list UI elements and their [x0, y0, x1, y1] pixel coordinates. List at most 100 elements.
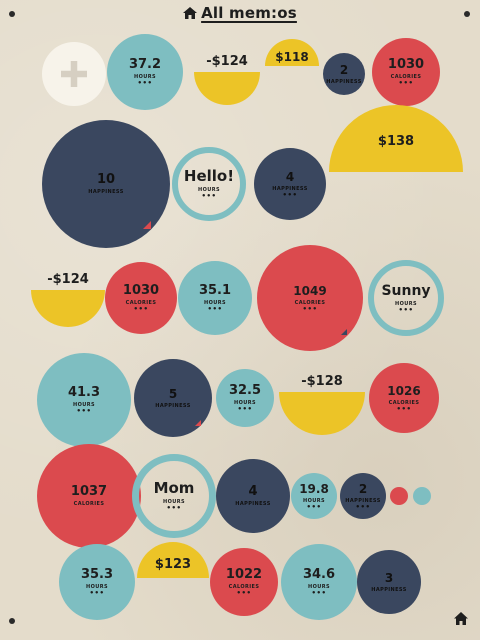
all-memos-header[interactable]: All mem:os — [0, 4, 480, 22]
ring-circle: Mom HOURS ••• — [132, 454, 216, 538]
memo-value: 3 — [384, 570, 394, 585]
memo-happiness-3[interactable]: 3 HAPPINESS — [357, 550, 421, 614]
memo-value: $138 — [377, 134, 415, 150]
ring-circle: Sunny HOURS ••• — [368, 260, 444, 336]
memo-unit: HAPPINESS — [235, 501, 271, 507]
filled-circle — [390, 487, 408, 505]
filled-circle: 1030 CALORIES ••• — [105, 262, 177, 334]
filled-circle: 1022 CALORIES ••• — [210, 548, 278, 616]
memo-unit: CALORIES — [390, 74, 422, 80]
memo-unit: HOURS — [395, 300, 417, 307]
memo-value: 4 — [248, 484, 258, 499]
memo-hours-mom[interactable]: Mom HOURS ••• — [132, 454, 216, 538]
memo-mini-red[interactable] — [390, 487, 408, 505]
memo-value: $118 — [275, 50, 309, 65]
memo-happiness-2-b[interactable]: 2 HAPPINESS ••• — [340, 473, 386, 519]
ring-circle: Hello! HOURS ••• — [172, 147, 246, 221]
memo-calories-1037[interactable]: 1037 CALORIES — [37, 444, 141, 548]
home-corner-icon[interactable] — [454, 612, 468, 625]
add-memo-button[interactable] — [42, 42, 106, 106]
memo-more-dots-icon: ••• — [236, 589, 252, 597]
memo-unit: CALORIES — [228, 584, 260, 590]
memo-happiness-4-b[interactable]: 4 HAPPINESS — [216, 459, 290, 533]
memo-unit: HOURS — [204, 300, 226, 306]
memo-value: 35.3 — [80, 567, 114, 582]
memo-hours-41-3[interactable]: 41.3 HOURS ••• — [37, 353, 131, 447]
memo-more-dots-icon: ••• — [396, 404, 412, 413]
memo-unit: CALORIES — [388, 399, 420, 406]
memo-more-dots-icon: ••• — [89, 589, 105, 597]
memo-value: Mom — [153, 479, 195, 497]
memo-value: -$124 — [206, 54, 248, 69]
memo-calories-1026[interactable]: 1026 CALORIES ••• — [369, 363, 439, 433]
memo-hours-hello[interactable]: Hello! HOURS ••• — [172, 147, 246, 221]
filled-circle: 3 HAPPINESS — [357, 550, 421, 614]
memo-more-dots-icon: ••• — [137, 79, 153, 87]
filled-circle: 1030 CALORIES ••• — [372, 38, 440, 106]
memo-money-138[interactable]: $138 — [329, 105, 463, 239]
memo-flag-icon — [143, 221, 152, 230]
memo-more-dots-icon: ••• — [302, 304, 318, 313]
memo-hours-34-6[interactable]: 34.6 HOURS ••• — [281, 544, 357, 620]
filled-circle: 1026 CALORIES ••• — [369, 363, 439, 433]
memo-unit: HAPPINESS — [371, 586, 407, 593]
memo-calories-1022[interactable]: 1022 CALORIES ••• — [210, 548, 278, 616]
filled-circle: 35.1 HOURS ••• — [178, 261, 252, 335]
memo-more-dots-icon: ••• — [237, 405, 253, 413]
memo-more-dots-icon: ••• — [398, 305, 414, 314]
memo-mini-teal[interactable] — [413, 487, 431, 505]
home-icon — [183, 7, 198, 19]
memo-more-dots-icon: ••• — [207, 305, 223, 313]
memo-unit: HAPPINESS — [345, 497, 381, 504]
memo-calories-1049[interactable]: 1049 CALORIES ••• — [257, 245, 363, 351]
memo-unit: CALORIES — [125, 300, 157, 306]
corner-dot-bottom-left — [9, 618, 15, 624]
memo-unit: HAPPINESS — [88, 189, 124, 195]
memo-unit: CALORIES — [294, 299, 326, 306]
memo-money-neg-128[interactable]: -$128 — [279, 349, 365, 435]
filled-circle: 35.3 HOURS ••• — [59, 544, 135, 620]
memo-calories-1030-b[interactable]: 1030 CALORIES ••• — [105, 262, 177, 334]
memo-value: 2 — [339, 62, 349, 77]
memo-value: $123 — [154, 557, 192, 573]
memo-value: 10 — [96, 172, 116, 187]
memo-more-dots-icon: ••• — [306, 502, 322, 511]
memo-flag-icon — [194, 419, 201, 426]
memo-money-118[interactable]: $118 — [265, 39, 319, 93]
memo-happiness-5[interactable]: 5 HAPPINESS — [134, 359, 212, 437]
filled-circle: 37.2 HOURS ••• — [107, 34, 183, 110]
memo-calories-1030-a[interactable]: 1030 CALORIES ••• — [372, 38, 440, 106]
page-title: All mem:os — [201, 4, 297, 22]
memo-more-dots-icon: ••• — [76, 407, 92, 415]
memo-more-dots-icon: ••• — [133, 305, 149, 313]
memo-unit: HOURS — [198, 187, 220, 193]
memo-money-123[interactable]: $123 — [137, 542, 209, 614]
memo-happiness-2-a[interactable]: 2 HAPPINESS — [323, 53, 365, 95]
memo-hours-32-5[interactable]: 32.5 HOURS ••• — [216, 369, 274, 427]
memo-happiness-4-a[interactable]: 4 HAPPINESS ••• — [254, 148, 326, 220]
memo-value: 34.6 — [302, 567, 336, 582]
memo-value: 4 — [285, 169, 295, 184]
memo-unit: HOURS — [303, 497, 325, 504]
memo-value: -$124 — [47, 272, 89, 287]
memo-value: 41.3 — [67, 385, 101, 400]
memo-unit: HAPPINESS — [326, 78, 362, 85]
memo-money-neg-124-b[interactable]: -$124 — [31, 253, 105, 327]
memo-hours-sunny[interactable]: Sunny HOURS ••• — [368, 260, 444, 336]
memo-value: 2 — [358, 481, 368, 496]
memo-happiness-10[interactable]: 10 HAPPINESS — [42, 120, 170, 248]
memo-hours-37-2[interactable]: 37.2 HOURS ••• — [107, 34, 183, 110]
semicircle-bowl — [194, 72, 260, 105]
memo-hours-35-3[interactable]: 35.3 HOURS ••• — [59, 544, 135, 620]
memo-unit: HOURS — [73, 402, 95, 408]
filled-circle: 41.3 HOURS ••• — [37, 353, 131, 447]
memo-unit: HOURS — [163, 499, 185, 505]
corner-dot-top-right — [464, 11, 470, 17]
memo-money-neg-124-a[interactable]: -$124 — [194, 39, 260, 105]
memo-hours-35-1[interactable]: 35.1 HOURS ••• — [178, 261, 252, 335]
semicircle-bowl — [279, 392, 365, 435]
memo-more-dots-icon: ••• — [398, 79, 414, 87]
memo-value: Sunny — [381, 282, 431, 299]
memo-hours-19-8[interactable]: 19.8 HOURS ••• — [291, 473, 337, 519]
filled-circle: 2 HAPPINESS — [323, 53, 365, 95]
